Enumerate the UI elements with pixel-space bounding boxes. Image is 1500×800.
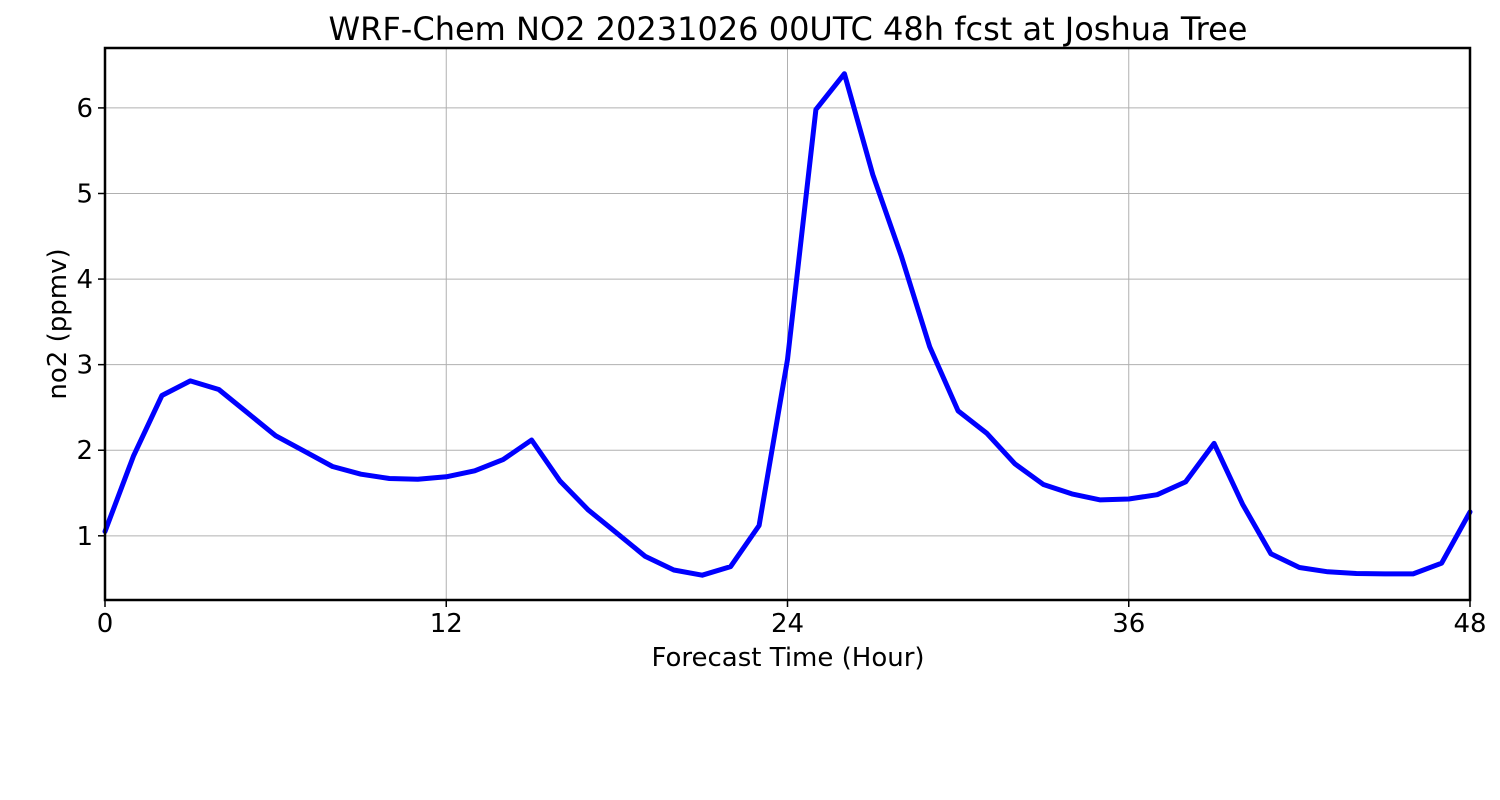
y-tick-label: 2 [76, 436, 93, 466]
y-tick-label: 4 [76, 265, 93, 295]
no2-series-line [102, 71, 1473, 578]
x-tick-label: 0 [97, 609, 114, 639]
x-tick-label: 24 [771, 609, 804, 639]
grid [104, 48, 1471, 600]
x-tick-label: 36 [1112, 609, 1145, 639]
plot-frame [103, 46, 1472, 602]
series-group [102, 71, 1473, 578]
chart-title: WRF-Chem NO2 20231026 00UTC 48h fcst at … [329, 10, 1248, 48]
y-tick-label: 3 [76, 351, 93, 381]
y-axis-label: no2 (ppmv) [43, 248, 73, 399]
y-tick-label: 6 [76, 94, 93, 124]
y-tick-label: 5 [76, 179, 93, 209]
x-tick-label: 12 [430, 609, 463, 639]
x-tick-label: 48 [1453, 609, 1486, 639]
y-tick-label: 1 [76, 522, 93, 552]
x-axis-label: Forecast Time (Hour) [651, 643, 924, 673]
